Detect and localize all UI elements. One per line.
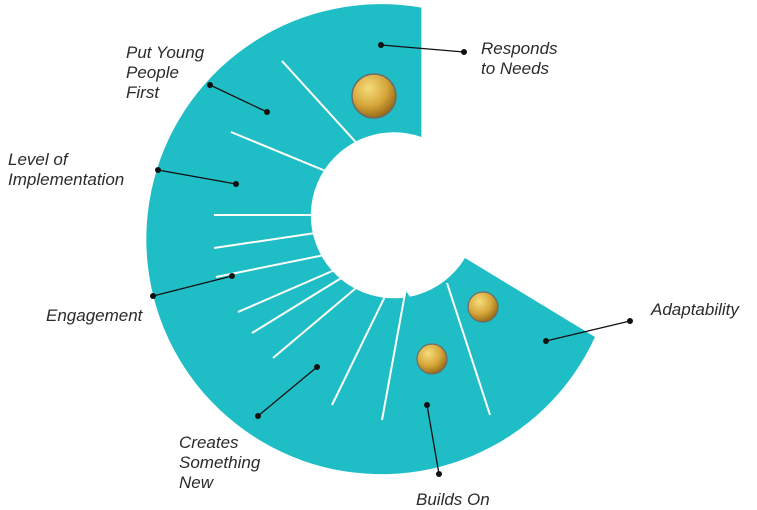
segment-divider <box>213 227 350 249</box>
leader-dot <box>627 318 633 324</box>
leader-dot <box>255 413 261 419</box>
segment-divider <box>237 258 361 313</box>
segment-divider <box>446 282 491 416</box>
label-level-of-implementation: Level of Implementation <box>8 150 124 189</box>
leader-line <box>152 275 233 297</box>
leader-dot <box>207 82 213 88</box>
leader-line <box>157 169 237 185</box>
leader-lines <box>150 42 633 477</box>
label-responds-to-needs: Responds to Needs <box>481 39 562 78</box>
label-builds-on: Builds On <box>416 490 490 509</box>
segment-divider <box>381 287 407 421</box>
leader-line <box>257 366 318 417</box>
segment-divider <box>272 271 376 359</box>
segment-divider <box>230 131 358 185</box>
leader-line <box>426 404 440 475</box>
label-adaptability: Adaptability <box>650 300 740 319</box>
leader-dot <box>264 109 270 115</box>
segment-divider <box>281 60 373 161</box>
segment-labels: Responds to Needs Put Young People First… <box>8 39 740 509</box>
ring-main-arc <box>146 4 595 475</box>
leader-dot <box>436 471 442 477</box>
gold-markers <box>351 73 499 375</box>
leader-dot <box>155 167 161 173</box>
leader-dot <box>233 181 239 187</box>
leader-dot <box>543 338 549 344</box>
leader-dot <box>461 49 467 55</box>
leader-line <box>545 320 631 342</box>
gold-marker-icon <box>351 73 397 119</box>
leader-dot <box>229 273 235 279</box>
leader-line <box>380 44 465 53</box>
leader-dot <box>424 402 430 408</box>
gold-marker-icon <box>467 291 499 323</box>
leader-line <box>209 84 268 113</box>
leader-dot <box>378 42 384 48</box>
label-creates-something-new: Creates Something New <box>179 433 265 492</box>
segment-divider <box>331 281 393 406</box>
segment-divider <box>215 248 355 278</box>
gold-marker-icon <box>416 343 448 375</box>
leader-dot <box>150 293 156 299</box>
label-put-young-people-first: Put Young People First <box>126 43 209 102</box>
leader-dot <box>314 364 320 370</box>
label-engagement: Engagement <box>46 306 144 325</box>
segment-divider <box>251 263 365 334</box>
